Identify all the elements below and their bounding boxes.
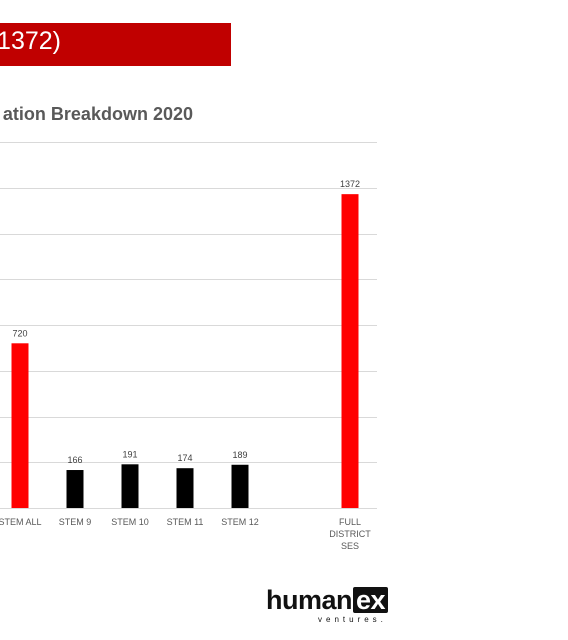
bar (341, 194, 359, 508)
data-label: 166 (67, 455, 82, 465)
bar (121, 464, 139, 508)
humanex-logo: human ex ventures. (266, 585, 406, 629)
x-tick-label: STEM 9 (59, 517, 92, 527)
data-label: 191 (122, 449, 137, 459)
x-tick-label-line: STEM 9 (59, 517, 92, 527)
x-tick-label-line: SES (341, 541, 359, 551)
chart-title-container: ation Breakdown 2020 (0, 102, 200, 128)
logo-main-text: human (266, 585, 353, 615)
x-tick-label-line: STEM 11 (167, 517, 204, 527)
data-label: 189 (232, 450, 247, 460)
data-label: 1372 (340, 179, 360, 189)
bar (231, 464, 249, 508)
title-banner: 1372) (0, 23, 231, 66)
bar (176, 468, 194, 508)
x-tick-label: STEM 10 (111, 517, 149, 527)
logo-subtext: ventures. (318, 615, 387, 624)
x-tick-label-line: STEM 12 (221, 517, 259, 527)
x-tick-label-line: STEM 10 (111, 517, 149, 527)
data-label: 720 (12, 328, 27, 338)
x-tick-label: STEM 11 (167, 517, 204, 527)
chart-title: ation Breakdown 2020 (2, 104, 193, 124)
banner-text: 1372) (0, 27, 61, 55)
logo-wordmark: human ex (266, 585, 389, 616)
x-tick-label: STEM 12 (221, 517, 259, 527)
bar (11, 343, 29, 508)
x-tick-label-line: FULL (339, 517, 361, 527)
x-tick-label-line: STEM ALL (0, 517, 42, 527)
bar (66, 470, 84, 508)
data-label: 174 (177, 453, 192, 463)
x-tick-label: FULL DISTRICT SES (329, 517, 371, 551)
logo-ex-text: ex (353, 587, 389, 614)
x-tick-label-line: DISTRICT (329, 529, 371, 539)
x-tick-label: STEM ALL (0, 517, 42, 527)
